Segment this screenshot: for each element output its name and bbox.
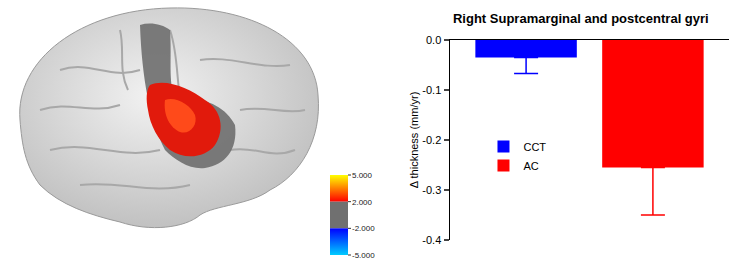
svg-text:AC: AC [523, 160, 538, 172]
svg-text:0.0: 0.0 [426, 34, 441, 46]
svg-text:CCT: CCT [523, 141, 546, 153]
svg-text:-2.000: -2.000 [352, 224, 375, 233]
svg-text:Δ thickness (mm/yr): Δ thickness (mm/yr) [408, 92, 420, 189]
svg-text:-0.4: -0.4 [422, 234, 441, 246]
svg-text:-5.000: -5.000 [352, 251, 375, 260]
svg-text:-0.1: -0.1 [422, 84, 441, 96]
svg-text:2.000: 2.000 [352, 198, 373, 207]
svg-text:5.000: 5.000 [352, 171, 373, 180]
svg-text:-0.3: -0.3 [422, 184, 441, 196]
svg-text:Right Supramarginal and postce: Right Supramarginal and postcentral gyri [453, 11, 709, 26]
svg-text:-0.2: -0.2 [422, 134, 441, 146]
